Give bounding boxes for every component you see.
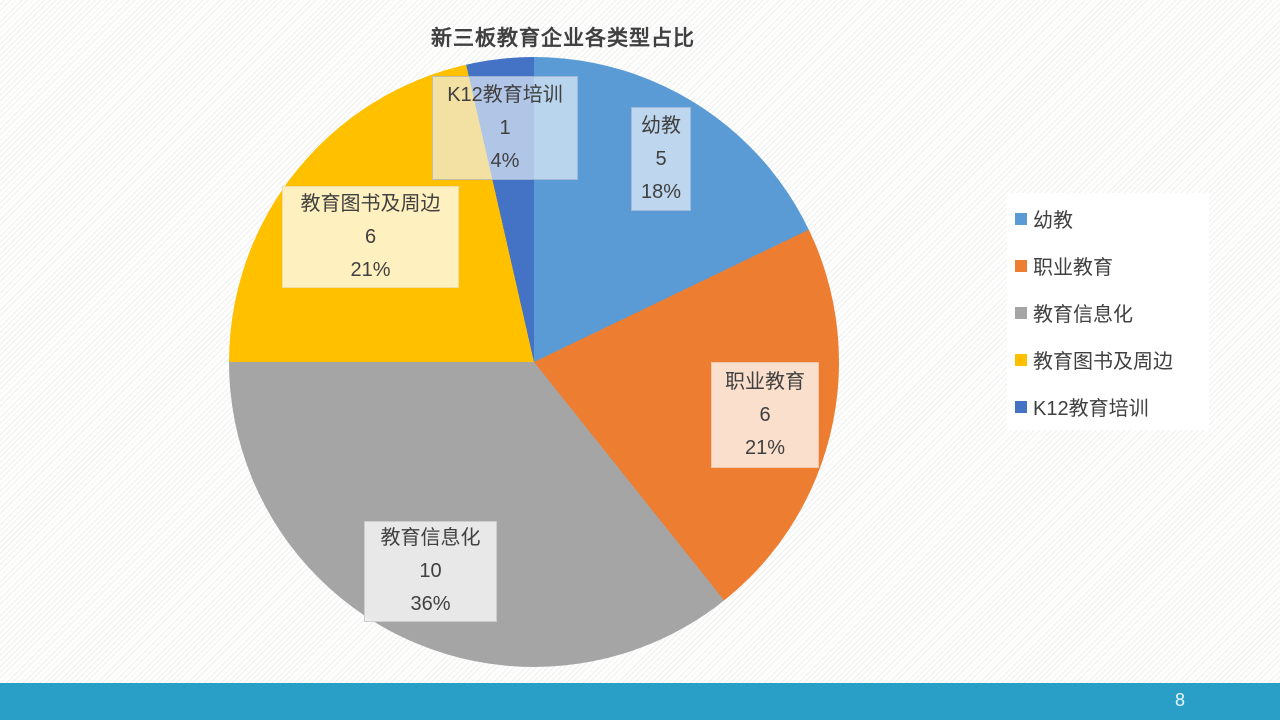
chart-legend: 幼教 职业教育 教育信息化 教育图书及周边 K12教育培训: [1007, 193, 1209, 430]
legend-swatch-icon: [1015, 400, 1027, 413]
data-label-category: 职业教育: [725, 370, 805, 393]
data-label-k12[interactable]: K12教育培训 1 4%: [432, 76, 578, 180]
page-number: 8: [1174, 690, 1185, 710]
data-label-jiaoyu-xinxihua[interactable]: 教育信息化 10 36%: [364, 521, 497, 622]
data-label-category: 教育图书及周边: [300, 192, 441, 215]
data-label-percent: 18%: [640, 180, 682, 203]
legend-label: 教育信息化: [1033, 304, 1133, 326]
data-label-zhiye-jiaoyu[interactable]: 职业教育 6 21%: [711, 362, 819, 468]
data-label-category: K12教育培训: [447, 83, 563, 106]
data-label-value: 1: [499, 116, 511, 139]
footer-bar: 8: [0, 683, 1280, 720]
chart-title: 新三板教育企业各类型占比: [431, 27, 695, 50]
legend-item-youjiao[interactable]: 幼教: [1015, 195, 1209, 242]
data-label-category: 幼教: [641, 114, 681, 137]
legend-label: K12教育培训: [1033, 398, 1149, 420]
legend-label: 教育图书及周边: [1033, 351, 1173, 373]
data-label-value: 6: [759, 403, 771, 426]
legend-item-jiaoyu-tushu[interactable]: 教育图书及周边: [1015, 336, 1209, 383]
legend-swatch-icon: [1015, 353, 1027, 366]
legend-label: 职业教育: [1033, 257, 1113, 279]
data-label-jiaoyu-tushu[interactable]: 教育图书及周边 6 21%: [282, 186, 459, 288]
legend-swatch-icon: [1015, 212, 1027, 225]
legend-item-zhiye-jiaoyu[interactable]: 职业教育: [1015, 242, 1209, 289]
data-label-percent: 36%: [410, 593, 451, 615]
data-label-percent: 4%: [490, 149, 520, 172]
legend-swatch-icon: [1015, 306, 1027, 319]
data-label-value: 6: [364, 225, 377, 248]
legend-swatch-icon: [1015, 259, 1027, 272]
legend-item-jiaoyu-xinxihua[interactable]: 教育信息化: [1015, 289, 1209, 336]
data-label-category: 教育信息化: [380, 527, 481, 549]
data-label-value: 10: [419, 560, 442, 582]
legend-item-k12[interactable]: K12教育培训: [1015, 383, 1209, 430]
data-label-value: 5: [655, 147, 667, 170]
data-label-youjiao[interactable]: 幼教 5 18%: [631, 107, 691, 211]
data-label-percent: 21%: [350, 258, 391, 281]
data-label-percent: 21%: [744, 436, 786, 459]
legend-label: 幼教: [1033, 210, 1073, 232]
